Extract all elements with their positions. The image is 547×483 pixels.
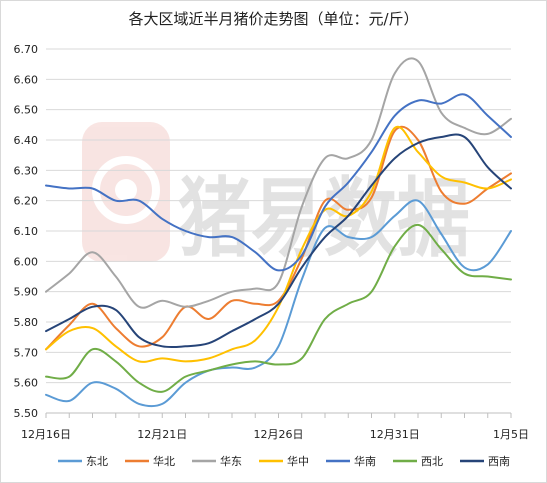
x-tick-label: 1月5日 — [493, 428, 529, 441]
watermark-logo-icon — [82, 122, 170, 262]
x-tick-label: 12月31日 — [370, 428, 420, 441]
legend-label: 西北 — [421, 455, 443, 468]
legend-label: 华北 — [153, 454, 175, 468]
series-line-华东 — [45, 57, 512, 309]
y-tick-label: 5.80 — [14, 316, 39, 329]
x-tick-label: 12月16日 — [21, 428, 71, 441]
y-tick-label: 6.70 — [14, 43, 39, 56]
chart-title: 各大区域近半月猪价走势图（单位：元/斤） — [128, 10, 419, 28]
legend-label: 华南 — [354, 454, 376, 468]
legend-label: 西南 — [488, 455, 510, 468]
legend-label: 东北 — [86, 455, 108, 468]
legend-label: 华东 — [220, 454, 242, 468]
y-tick-label: 6.20 — [14, 195, 39, 208]
y-tick-label: 5.70 — [14, 346, 39, 359]
series-line-华中 — [45, 125, 512, 363]
watermark-logo-dot — [115, 179, 137, 201]
x-tick-label: 12月26日 — [254, 428, 304, 441]
legend: 东北 华北 华东 华中 华南 西北 西南 — [58, 454, 510, 468]
series-line-华南 — [45, 93, 512, 272]
y-tick-label: 5.90 — [14, 286, 39, 299]
y-axis-ticks: 5.50 5.60 5.70 5.80 5.90 6.00 6.10 6.20 6.30 6.40… — [14, 43, 39, 420]
x-axis: 12月16日 12月21日 12月26日 12月31日 1月5日 — [21, 412, 529, 441]
y-tick-label: 6.40 — [14, 134, 39, 147]
grid-lines — [46, 48, 511, 384]
watermark-text: 猪易数据 — [178, 169, 470, 269]
series-lines — [45, 57, 512, 408]
y-tick-label: 5.60 — [14, 377, 39, 390]
series-line-西北 — [45, 223, 512, 393]
series-line-西南 — [45, 133, 512, 349]
legend-label: 华中 — [287, 454, 309, 468]
y-tick-label: 6.00 — [14, 255, 39, 268]
y-tick-label: 6.50 — [14, 104, 39, 117]
x-tick-label: 12月21日 — [137, 428, 187, 441]
y-tick-label: 6.30 — [14, 164, 39, 177]
watermark: 猪易数据 — [82, 122, 470, 269]
y-tick-label: 6.10 — [14, 225, 39, 238]
y-tick-label: 6.60 — [14, 73, 39, 86]
series-line-东北 — [45, 199, 512, 408]
series-line-华北 — [45, 125, 512, 351]
y-tick-label: 5.50 — [14, 407, 39, 420]
